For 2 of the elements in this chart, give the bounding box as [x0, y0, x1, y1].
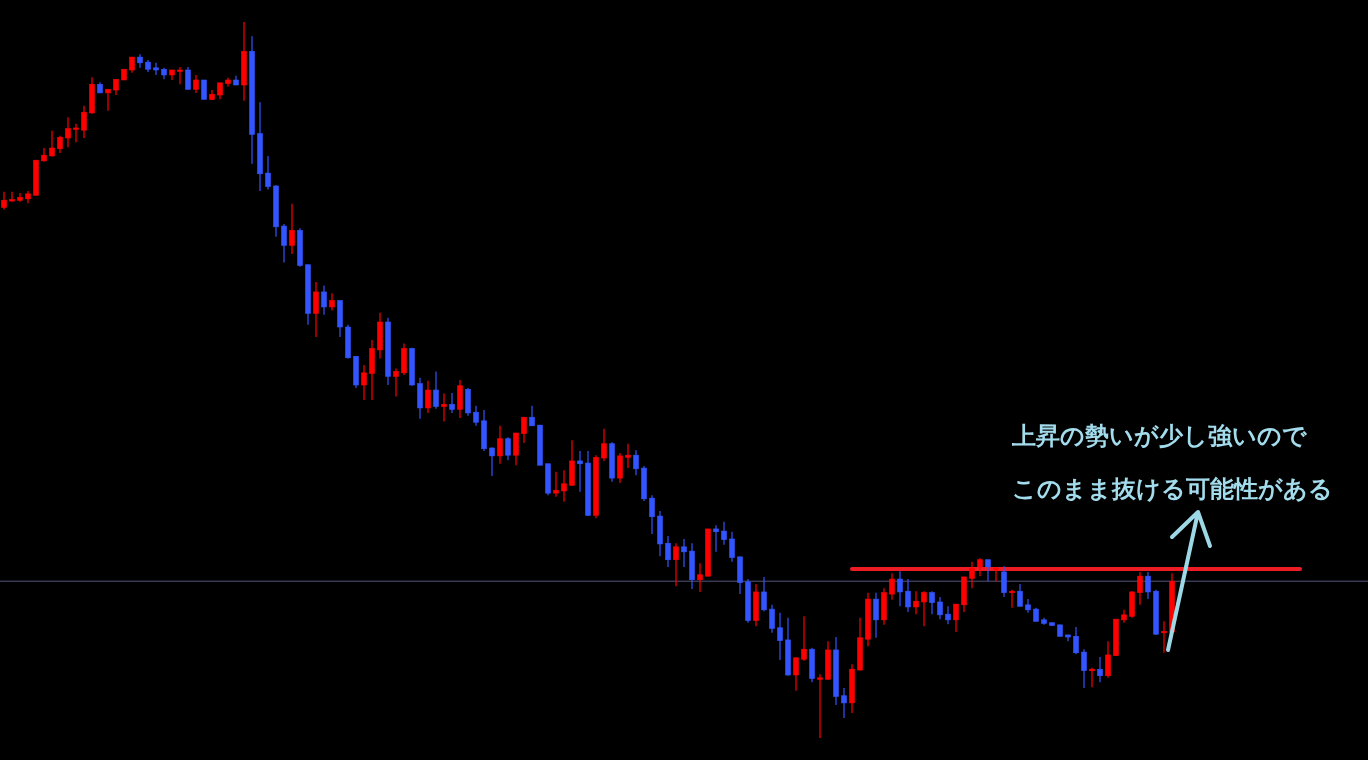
- annotation: このまま抜ける可能性がある: [1012, 475, 1333, 503]
- annotation: 上昇の勢いが少し強いので: [1011, 422, 1308, 450]
